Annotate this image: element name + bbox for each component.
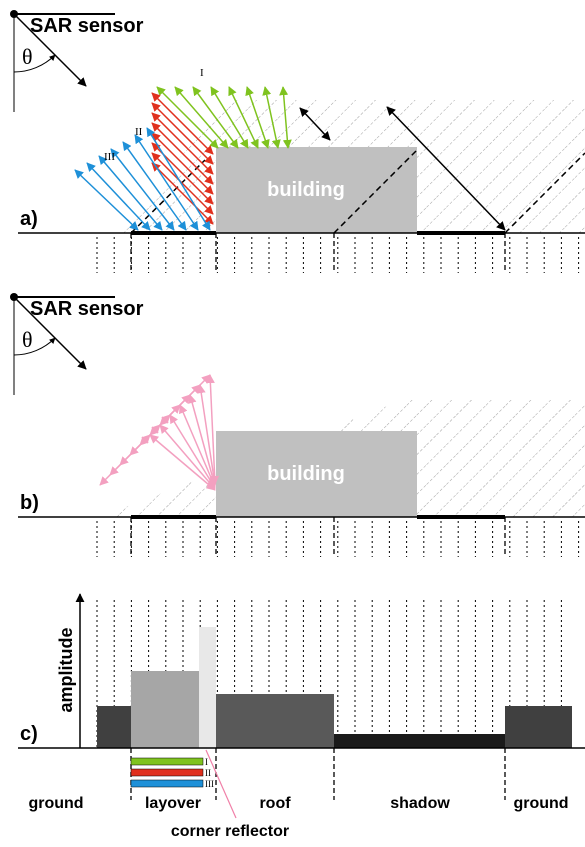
sensor-label: SAR sensor [30,298,144,320]
angle-label: θ [22,327,33,352]
amplitude-bar [334,734,505,748]
region-label: roof [259,795,291,812]
building-label: building [267,463,345,485]
ray-label: III [104,151,115,163]
angle-label: θ [22,44,33,69]
amplitude-bar [505,706,572,748]
region-label: ground [513,795,568,812]
ray-iii [87,163,150,230]
diagram: SAR sensorθbuildinga)IIIIIISAR sensorθbu… [0,0,585,842]
sensor-label: SAR sensor [30,15,144,37]
component-bar [131,769,203,776]
ray-iii [75,170,138,230]
component-label: III [205,779,214,789]
amplitude-bar [97,706,131,748]
ray-label: II [135,126,143,138]
region-label: shadow [390,795,450,812]
angle-arc [14,338,55,355]
amplitude-bar [131,671,199,748]
panel-label: c) [20,723,38,745]
component-label: II [205,768,211,778]
building-label: building [267,179,345,201]
panel-label: a) [20,208,38,230]
pink-ray [170,415,215,488]
amplitude-bar [199,627,216,748]
region-label: layover [145,795,201,812]
panel-label: b) [20,492,39,514]
angle-arc [14,55,55,72]
axis-label: amplitude [56,627,76,712]
component-bar [131,780,203,787]
ray-label: I [200,67,204,79]
region-label: ground [28,795,83,812]
annotation-label: corner reflector [171,823,289,840]
component-label: I [205,757,208,767]
amplitude-bar [216,694,334,748]
component-bar [131,758,203,765]
